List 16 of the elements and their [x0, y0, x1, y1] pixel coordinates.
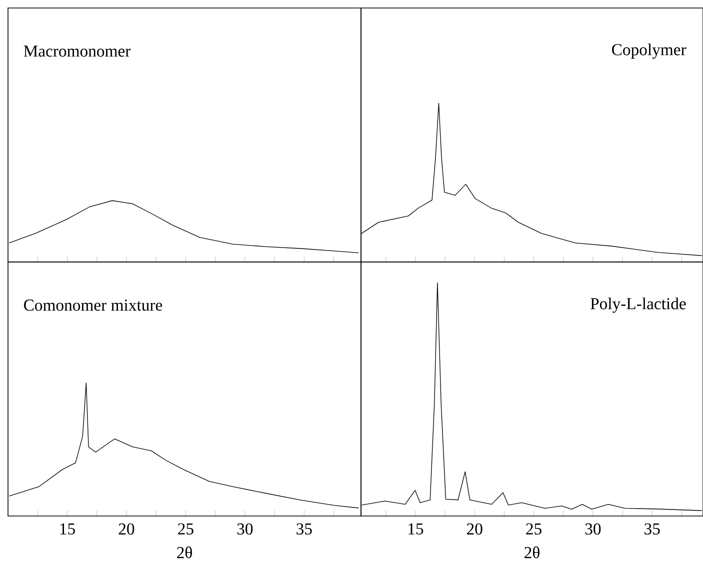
- x-tick-label: 35: [644, 523, 660, 535]
- x-tick-label: 25: [526, 523, 542, 535]
- x-tick-label: 15: [60, 523, 75, 535]
- x-axis-title: 2θ: [524, 546, 540, 558]
- x-tick-label: 20: [118, 523, 134, 535]
- x-tick-label: 30: [237, 523, 253, 535]
- chart-title: Comonomer mixture: [24, 300, 162, 311]
- x-tick-label: 25: [178, 523, 194, 535]
- x-tick-label: 15: [408, 523, 424, 535]
- x-tick-label: 30: [585, 523, 601, 535]
- x-tick-label: 20: [467, 523, 482, 535]
- x-tick-label: 35: [296, 523, 312, 535]
- chart-title: Copolymer: [612, 44, 686, 59]
- x-axis-title: 2θ: [177, 546, 192, 558]
- chart-title: Macromonomer: [24, 46, 131, 57]
- text: Poly-L-lactide: [590, 298, 686, 313]
